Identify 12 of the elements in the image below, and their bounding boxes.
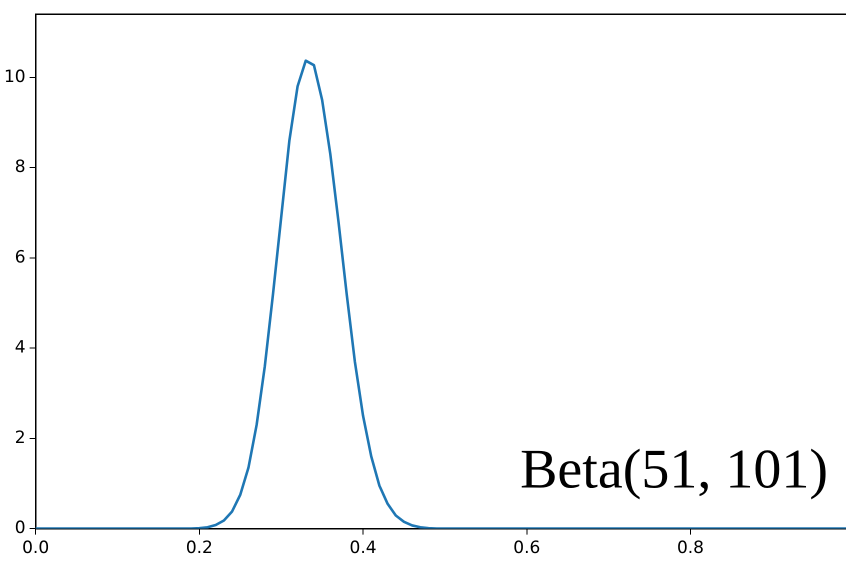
- y-tick-label: 4: [14, 338, 26, 358]
- x-tick-label: 0.2: [186, 538, 213, 558]
- annotation: Beta(51, 101): [520, 438, 828, 500]
- x-tick-label: 0.8: [676, 538, 704, 558]
- x-tick-label: 0.6: [513, 538, 540, 558]
- x-tick-label: 0.4: [350, 538, 377, 558]
- y-tick-label: 6: [14, 247, 26, 268]
- y-tick-label: 8: [14, 157, 26, 178]
- y-tick-label: 10: [4, 66, 26, 87]
- y-tick-label: 2: [14, 428, 26, 448]
- y-tick-label: 0: [14, 518, 26, 538]
- x-tick-label: 0.0: [22, 538, 50, 558]
